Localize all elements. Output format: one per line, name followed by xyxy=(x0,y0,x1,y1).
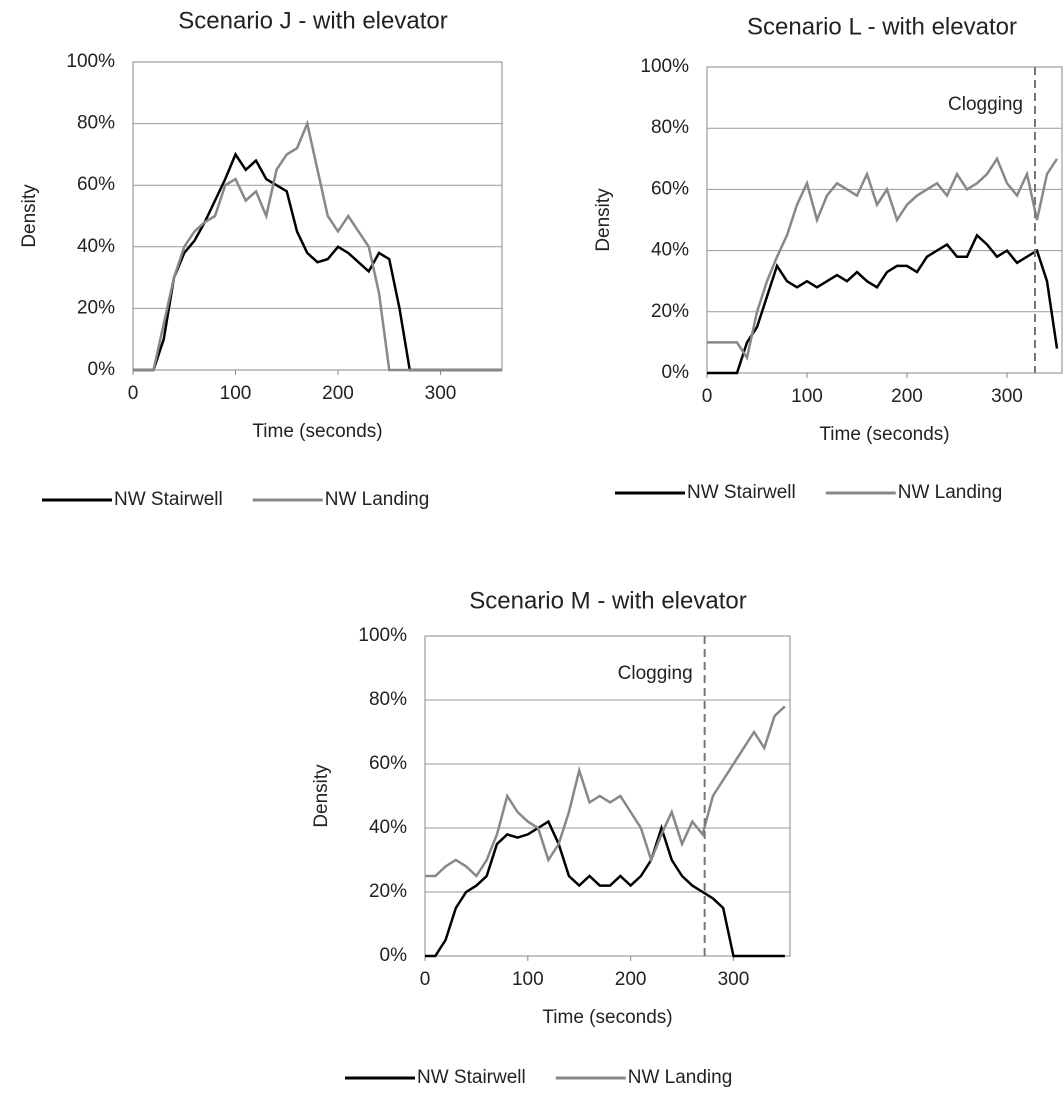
series-line xyxy=(707,156,1059,361)
legend-label: NW Stairwell xyxy=(114,489,223,510)
y-tick-label: 80% xyxy=(369,689,407,710)
y-tick-label: 40% xyxy=(77,236,115,257)
chart-title: Scenario J - with elevator xyxy=(178,7,447,34)
x-axis-label: Time (seconds) xyxy=(252,421,382,442)
y-tick-label: 20% xyxy=(651,301,689,322)
plot-frame xyxy=(424,635,791,957)
series-line xyxy=(133,119,502,372)
x-tick-label: 100 xyxy=(512,969,544,990)
y-tick-label: 40% xyxy=(651,240,689,261)
x-axis-label: Time (seconds) xyxy=(542,1007,672,1028)
x-axis-label: Time (seconds) xyxy=(819,424,949,445)
y-tick-label: 20% xyxy=(77,297,115,318)
annotation: Clogging xyxy=(618,663,693,684)
annotation: Clogging xyxy=(948,94,1023,115)
series-line xyxy=(133,151,502,372)
x-tick-label: 200 xyxy=(322,383,354,404)
series-line xyxy=(707,233,1059,375)
series-line xyxy=(425,705,786,878)
x-tick-label: 0 xyxy=(420,969,431,990)
y-axis-label: Density xyxy=(311,764,332,828)
y-tick-label: 100% xyxy=(640,56,689,77)
legend-label: NW Landing xyxy=(325,489,430,510)
x-tick-label: 300 xyxy=(991,386,1023,407)
legend-label: NW Landing xyxy=(628,1067,733,1088)
y-tick-label: 0% xyxy=(380,945,408,966)
y-tick-label: 40% xyxy=(369,817,407,838)
plot-frame xyxy=(132,61,503,371)
plot-frame xyxy=(706,66,1063,374)
legend-label: NW Stairwell xyxy=(417,1067,526,1088)
x-tick-label: 100 xyxy=(791,386,823,407)
y-tick-label: 80% xyxy=(651,117,689,138)
chart-title: Scenario M - with elevator xyxy=(469,587,746,614)
y-tick-label: 60% xyxy=(77,174,115,195)
y-tick-label: 20% xyxy=(369,881,407,902)
y-tick-label: 60% xyxy=(651,178,689,199)
y-tick-label: 100% xyxy=(358,625,407,646)
chart-title: Scenario L - with elevator xyxy=(747,13,1017,40)
x-tick-label: 0 xyxy=(702,386,713,407)
y-axis-label: Density xyxy=(593,188,614,252)
x-tick-label: 200 xyxy=(615,969,647,990)
legend-label: NW Stairwell xyxy=(687,482,796,503)
x-tick-label: 300 xyxy=(425,383,457,404)
x-tick-label: 0 xyxy=(128,383,139,404)
y-tick-label: 0% xyxy=(88,359,116,380)
legend-label: NW Landing xyxy=(898,482,1003,503)
series-line xyxy=(425,819,785,958)
y-tick-label: 0% xyxy=(662,362,690,383)
x-tick-label: 100 xyxy=(220,383,252,404)
x-tick-label: 300 xyxy=(718,969,750,990)
y-tick-label: 60% xyxy=(369,753,407,774)
x-tick-label: 200 xyxy=(891,386,923,407)
y-axis-label: Density xyxy=(19,184,40,248)
y-tick-label: 100% xyxy=(66,51,115,72)
y-tick-label: 80% xyxy=(77,113,115,134)
